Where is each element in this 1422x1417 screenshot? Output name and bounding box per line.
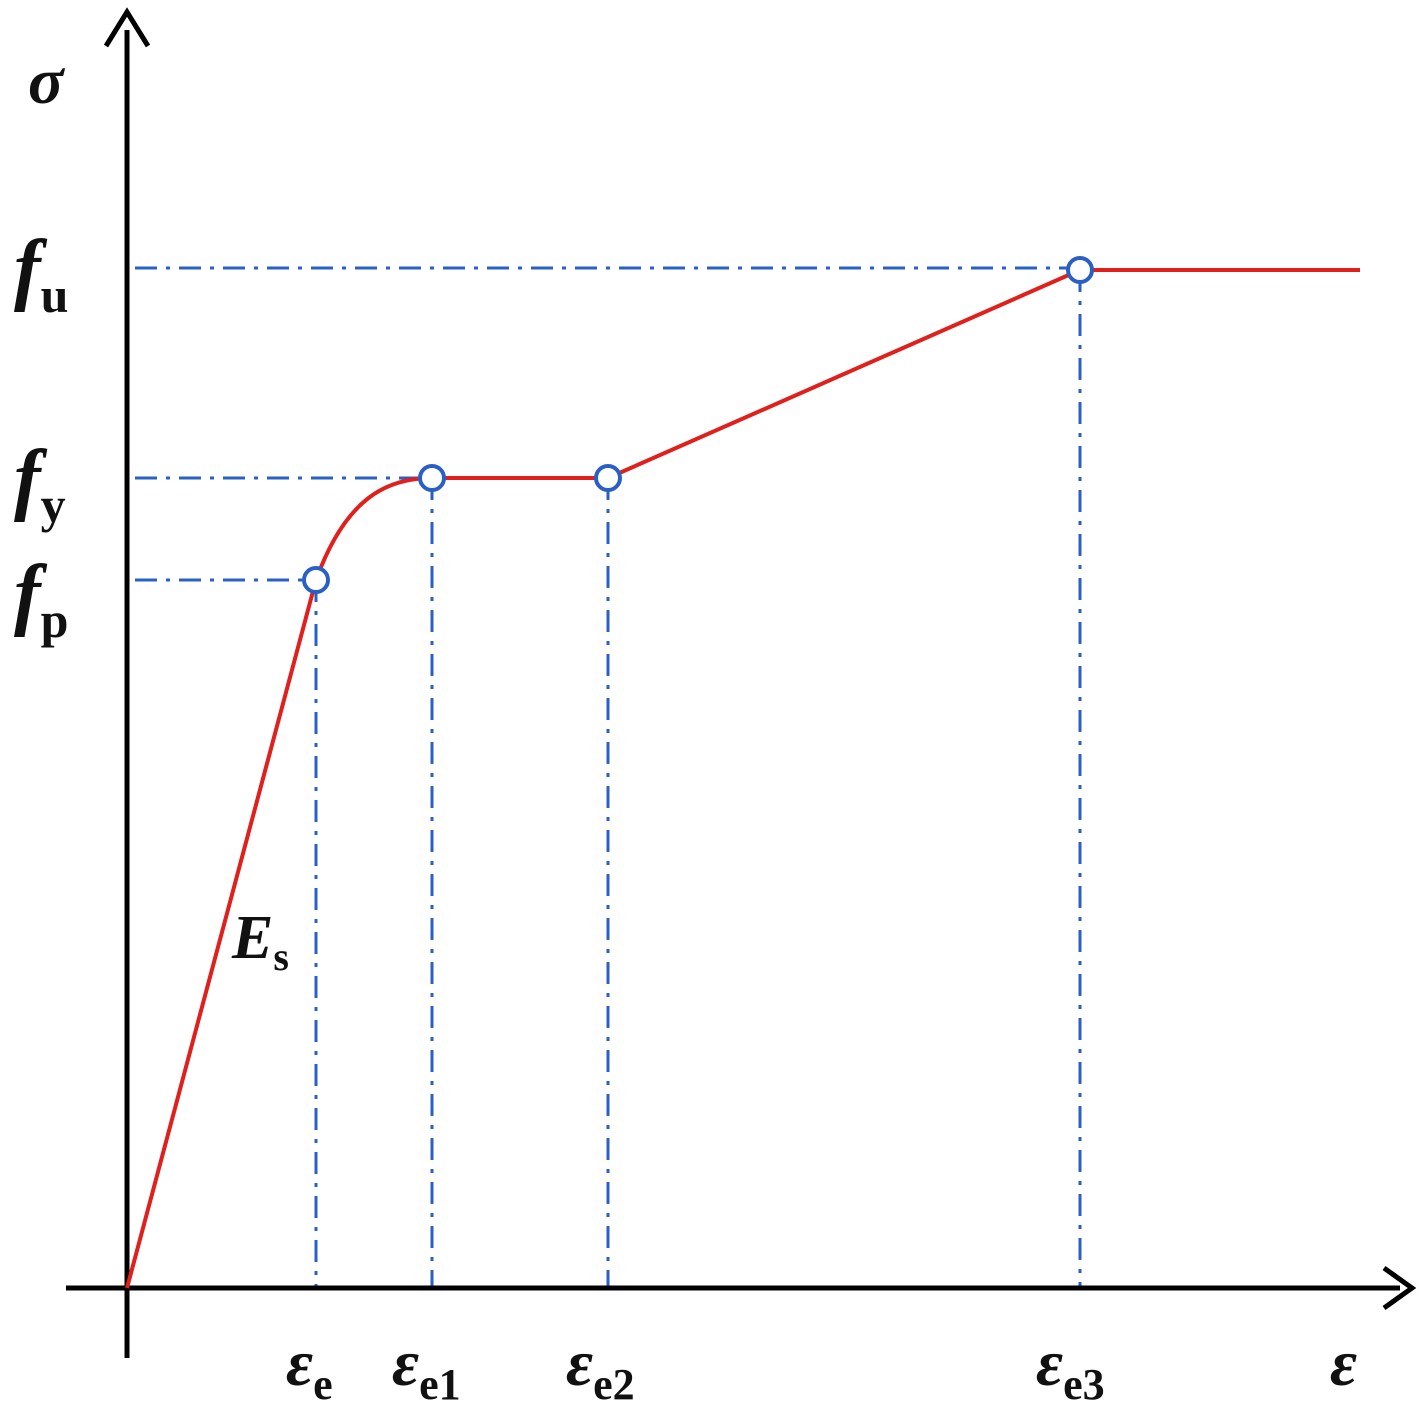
x-tick-e-symbol: ε — [286, 1327, 313, 1400]
point-fy-at-e1 — [418, 464, 446, 492]
x-tick-e2-subscript: e2 — [593, 1360, 635, 1409]
x-axis-arrowhead — [1382, 1265, 1417, 1311]
x-tick-e: εe — [286, 1327, 333, 1409]
y-axis-arrowhead — [103, 7, 151, 48]
y-tick-fy-subscript: y — [41, 477, 66, 533]
guide-lines — [135, 266, 1082, 1288]
x-axis-label: ε — [1330, 1327, 1357, 1400]
modulus-label-symbol: E — [231, 904, 273, 972]
x-tick-e-subscript: e — [313, 1360, 333, 1409]
y-tick-fu-subscript: u — [41, 267, 69, 323]
x-tick-e3-symbol: ε — [1036, 1327, 1063, 1400]
point-fp-at-e — [302, 566, 330, 594]
key-point-markers — [302, 256, 1094, 594]
y-tick-fu: fu — [14, 225, 68, 323]
y-axis-label: σ — [28, 45, 66, 118]
x-tick-e3: εe3 — [1036, 1327, 1105, 1409]
x-tick-e1-subscript: e1 — [419, 1360, 461, 1409]
point-fy-at-e2 — [594, 464, 622, 492]
axes — [66, 7, 1417, 1358]
y-tick-fp: fp — [14, 550, 68, 648]
modulus-label-subscript: s — [273, 934, 289, 979]
stress-strain-curve — [125, 268, 1360, 1289]
x-tick-e1-symbol: ε — [392, 1327, 419, 1400]
y-tick-fp-subscript: p — [41, 592, 69, 648]
x-tick-e2: εe2 — [566, 1327, 635, 1409]
x-tick-e3-subscript: e3 — [1063, 1360, 1105, 1409]
modulus-label-es: Es — [231, 904, 289, 979]
x-tick-e1: εe1 — [392, 1327, 461, 1409]
y-tick-fy: fy — [14, 435, 66, 533]
x-tick-e2-symbol: ε — [566, 1327, 593, 1400]
point-fu-at-e3 — [1066, 256, 1094, 284]
